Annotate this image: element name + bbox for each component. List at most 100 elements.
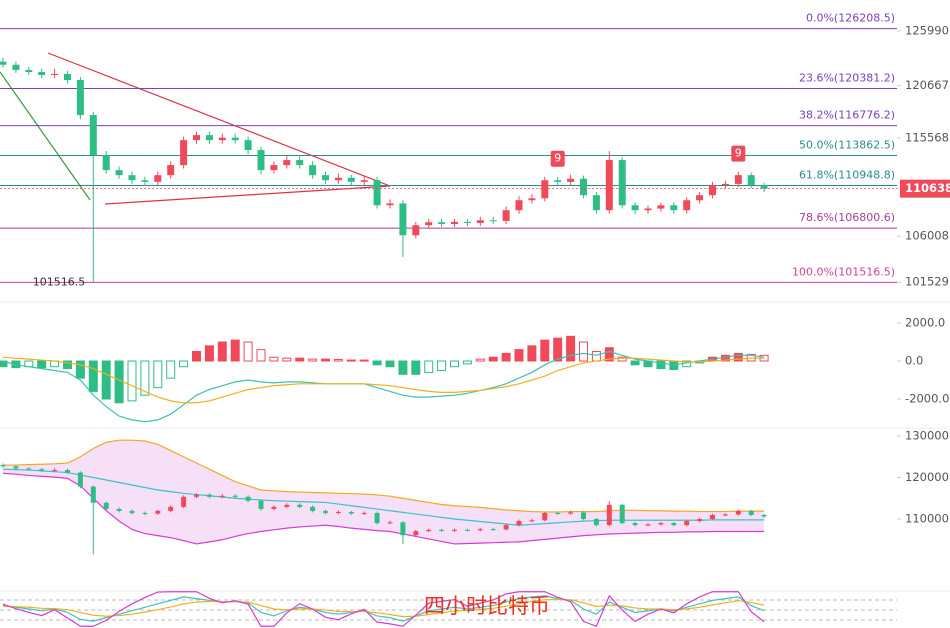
candle-body [155,510,161,514]
fib-label: 100.0%(101516.5) [792,265,895,278]
candle-body [194,494,199,497]
macd-bar [359,359,369,362]
macd-bar [63,360,72,370]
candle-body [721,183,729,186]
trend-line [104,185,391,205]
candle-body [219,495,225,497]
candle-body [52,470,58,472]
candle-body [425,222,433,226]
y-tick-label: 2000.0 [905,316,945,330]
candle-body [399,203,407,236]
candle-body [581,512,586,520]
macd-bar [114,360,124,404]
candle-body [386,203,394,206]
candle-body [644,208,652,211]
macd-bar [88,360,98,392]
candle-body [580,178,587,196]
candle-body [103,502,109,509]
band-area [3,440,765,544]
candle-body [722,514,728,516]
candle-body [734,175,742,184]
macd-bar [140,360,150,396]
trend-line [0,71,91,201]
candle-body [65,470,70,473]
candle-body [128,175,136,181]
candle-body [257,150,265,171]
line [2,350,765,423]
candle-body [76,80,84,116]
macd-bar [179,360,189,368]
macd-bar [37,360,47,369]
low-label: 101516.5 [33,275,86,288]
candle-body [542,512,548,521]
fib-label: 0.0%(126208.5) [806,12,895,25]
candle-body [631,205,639,211]
macd-bar [437,360,447,372]
marker-label: 9 [554,152,561,165]
candle-body [632,523,638,526]
macd-bar [501,352,511,362]
macd-bar [385,360,395,368]
candle-body [154,175,162,182]
macd-bar [127,360,137,402]
macd-bar [514,349,524,362]
marker-badge [731,145,746,162]
watermark: 四小时比特币 [424,594,550,618]
macd-bar [217,341,227,362]
y-tick-label: -2000.0 [905,391,949,405]
candle-body [489,220,497,222]
macd-bar [256,349,266,362]
candle-body [515,200,523,211]
macd-bar [656,360,666,370]
candle-body [426,529,432,532]
candle-body [452,529,457,531]
candle-body [619,504,625,524]
macd-bar [411,360,421,375]
candle-body [51,73,59,75]
candle-body [90,486,96,503]
macd-bar [462,360,472,365]
candle-body [26,468,32,470]
candle-body [0,61,7,65]
macd-bar [630,360,640,366]
candle-body [283,160,291,166]
candle-body [180,140,188,166]
candle-body [141,180,149,182]
candle-body [322,175,329,181]
candle-body [451,221,458,224]
candle-body [129,510,135,513]
candle-body [541,180,549,199]
candle-body [181,496,187,507]
line [2,591,765,628]
y-tick-label: 115568. [905,131,950,145]
candle-body [502,210,510,221]
macd-bar [372,360,382,366]
macd-bar [153,360,163,389]
macd-bar [166,360,176,379]
candle-body [64,73,71,81]
candle-body [709,185,716,196]
candle-body [12,64,20,70]
macd-bar [527,345,537,362]
macd-bar [282,357,292,362]
macd-bar [308,358,318,362]
candle-body [348,511,354,514]
fib-label: 23.6%(120381.2) [799,72,895,85]
candle-body [747,175,755,186]
candle-body [606,504,612,526]
candle-body [373,180,381,206]
candle-body [645,524,651,526]
candle-body [374,512,380,524]
y-tick-label: 110000. [905,512,950,526]
fib-label: 78.6%(106800.6) [799,211,895,224]
marker-badge [550,150,565,167]
candle-body [335,511,341,513]
macd-bar [243,341,253,362]
candle-body [412,225,420,236]
candle-body [232,495,238,497]
line [2,598,765,618]
y-tick-label: 0.0 [905,354,923,368]
candle-body [284,504,290,507]
